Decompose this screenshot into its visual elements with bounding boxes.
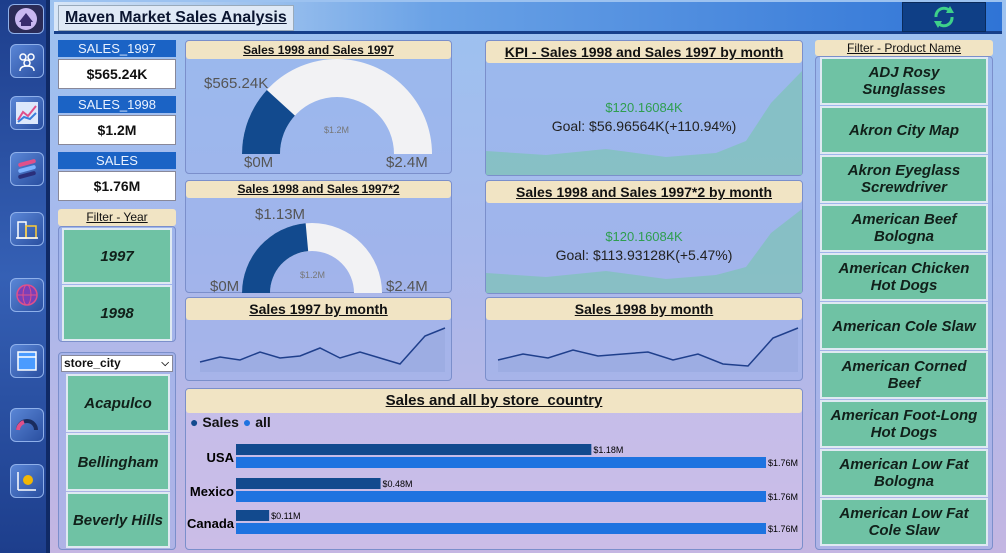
kpi1-title: KPI - Sales 1998 and Sales 1997 by month xyxy=(486,41,802,63)
logo-icon xyxy=(8,4,44,34)
bar-data-label: $1.76M xyxy=(768,524,798,534)
money-chart-icon[interactable] xyxy=(10,464,44,498)
line-chart-icon[interactable] xyxy=(10,96,44,130)
city-option-bellingham[interactable]: Bellingham xyxy=(66,433,170,491)
product-option[interactable]: American Low Fat Cole Slaw xyxy=(820,498,988,546)
product-option[interactable]: Akron Eyeglass Screwdriver xyxy=(820,155,988,203)
city-option-acapulco[interactable]: Acapulco xyxy=(66,374,170,432)
line2-area xyxy=(498,328,798,372)
refresh-icon xyxy=(934,6,954,28)
kpi2-goal: Goal: $113.93128K(+5.47%) xyxy=(555,247,733,263)
kpi1-goal: Goal: $56.96564K(+110.94%) xyxy=(551,118,737,134)
people-icon[interactable] xyxy=(10,44,44,78)
year-option-1997[interactable]: 1997 xyxy=(62,228,172,284)
line2-chart xyxy=(497,327,799,372)
product-option[interactable]: American Foot-Long Hot Dogs xyxy=(820,400,988,448)
year-option-1998[interactable]: 1998 xyxy=(62,285,172,341)
gauge1-min: $0M xyxy=(244,154,274,171)
product-option[interactable]: ADJ Rosy Sunglasses xyxy=(820,57,988,105)
legend-label-sales: Sales xyxy=(202,414,239,430)
bar-data-label: $1.76M xyxy=(768,458,798,468)
bar-sales-mexico[interactable] xyxy=(236,478,381,489)
globe-icon[interactable] xyxy=(10,278,44,312)
product-option[interactable]: Akron City Map xyxy=(820,106,988,154)
kpi2-trend xyxy=(486,209,802,293)
calendar-icon[interactable] xyxy=(10,344,44,378)
city-filter-dropdown[interactable]: store_city ⌵ xyxy=(61,355,173,372)
legend-label-all: all xyxy=(255,414,271,430)
bar-all-canada[interactable] xyxy=(236,523,766,534)
stack-icon[interactable] xyxy=(10,152,44,186)
gauge2-value: $1.13M xyxy=(255,206,306,223)
line1-chart xyxy=(199,327,446,372)
kpi-label-sales-1997: SALES_1997 xyxy=(58,40,176,57)
product-filter-title: Filter - Product Name xyxy=(815,40,993,56)
bar-category-label: Mexico xyxy=(190,484,234,499)
line1-line xyxy=(199,327,446,365)
kpi2-title: Sales 1998 and Sales 1997*2 by month xyxy=(486,181,802,203)
page-title: Maven Market Sales Analysis xyxy=(58,5,294,31)
legend-dot-all: ● xyxy=(242,414,252,430)
chevron-down-icon: ⌵ xyxy=(161,358,169,369)
gauge2-chart xyxy=(242,223,382,293)
bar-chart-legend: ● Sales ● all xyxy=(190,414,271,430)
product-option[interactable]: American Corned Beef xyxy=(820,351,988,399)
kpi-label-sales: SALES xyxy=(58,152,176,169)
gauge2-target: $1.2M xyxy=(300,270,326,280)
kpi1-value: $120.16084K xyxy=(605,100,683,115)
nav-rail xyxy=(0,0,50,553)
year-filter-title: Filter - Year xyxy=(58,209,176,226)
legend-dot-sales: ● xyxy=(190,414,199,430)
bar-data-label: $0.11M xyxy=(271,511,300,521)
gauge2-title: Sales 1998 and Sales 1997*2 xyxy=(186,181,451,198)
kpi-value-sales: $1.76M xyxy=(58,171,176,201)
bar-all-mexico[interactable] xyxy=(236,491,766,502)
kpi2-value: $120.16084K xyxy=(605,229,683,244)
gauge1-chart xyxy=(242,59,432,154)
kpi1-trend xyxy=(486,71,802,175)
gauge2-fill xyxy=(242,223,309,293)
city-filter-label: store_city xyxy=(64,356,121,370)
bar-category-label: USA xyxy=(207,450,235,465)
kpi-value-sales-1997: $565.24K xyxy=(58,59,176,89)
product-option[interactable]: American Beef Bologna xyxy=(820,204,988,252)
line1-title: Sales 1997 by month xyxy=(186,298,451,320)
gauge1-max: $2.4M xyxy=(386,154,428,171)
line2-line xyxy=(497,327,799,367)
gauge1-title: Sales 1998 and Sales 1997 xyxy=(186,41,451,59)
bar-sales-canada[interactable] xyxy=(236,510,270,521)
gauge1-fill xyxy=(242,89,295,154)
line2-title: Sales 1998 by month xyxy=(486,298,802,320)
building-icon[interactable] xyxy=(10,212,44,246)
gauge2-min: $0M xyxy=(210,278,240,295)
bar-all-usa[interactable] xyxy=(236,457,766,468)
bar-data-label: $1.18M xyxy=(593,445,623,455)
product-option[interactable]: American Cole Slaw xyxy=(820,302,988,350)
kpi2-trend-area xyxy=(486,209,802,293)
gauge1-track xyxy=(242,59,432,154)
product-option[interactable]: American Low Fat Bologna xyxy=(820,449,988,497)
gauge1-value: $565.24K xyxy=(204,75,269,92)
refresh-button[interactable] xyxy=(902,2,986,32)
product-option[interactable]: American Chicken Hot Dogs xyxy=(820,253,988,301)
gauge2-max: $2.4M xyxy=(386,278,428,295)
kpi-label-sales-1998: SALES_1998 xyxy=(58,96,176,113)
bar-data-label: $1.76M xyxy=(768,492,798,502)
bar-sales-usa[interactable] xyxy=(236,444,592,455)
gauge1-target: $1.2M xyxy=(324,125,350,135)
city-option-beverly-hills[interactable]: Beverly Hills xyxy=(66,492,170,548)
kpi1-trend-area xyxy=(486,71,802,175)
bar-category-label: Canada xyxy=(187,516,235,531)
bar-chart-title: Sales and all by store_country xyxy=(186,389,802,413)
gauge-icon[interactable] xyxy=(10,408,44,442)
bar-data-label: $0.48M xyxy=(383,479,413,489)
bar-chart: USA $1.18M $1.76M Mexico $0.48M $1.76M Canada $… xyxy=(187,444,798,534)
kpi-value-sales-1998: $1.2M xyxy=(58,115,176,145)
